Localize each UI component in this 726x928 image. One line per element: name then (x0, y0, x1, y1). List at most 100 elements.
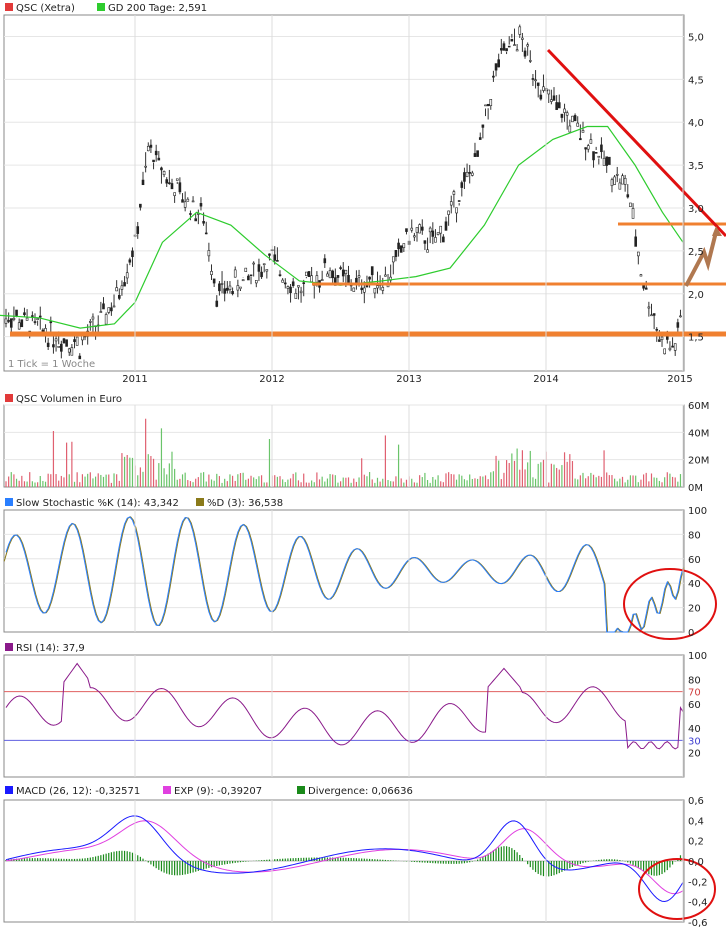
x-label-2011: 2011 (122, 374, 147, 385)
price-candle-body (183, 201, 187, 208)
price-candle-body (226, 287, 229, 291)
price-candle-body (104, 314, 108, 325)
volume-panel: QSC Volumen in Euro (3, 394, 685, 488)
price-candle-body (436, 232, 440, 235)
stoch-y-tick: 40 (688, 579, 701, 590)
price-candle-body (307, 271, 311, 277)
price-candle-body (621, 175, 624, 185)
price-candle-body (57, 346, 61, 348)
price-candle-body (125, 272, 129, 279)
price-candle-body (160, 167, 163, 171)
legend-qsc: QSC (Xetra) (16, 3, 75, 14)
price-y-tick: 2,5 (688, 247, 704, 258)
price-candle-body (339, 267, 342, 269)
price-candle-body (526, 44, 529, 47)
stoch-y-tick: 20 (688, 604, 701, 615)
price-candle-body (189, 213, 192, 215)
price-candle-body (531, 78, 535, 80)
price-candle-body (518, 26, 522, 35)
price-candle-body (65, 339, 68, 347)
stoch-y-tick: 0 (688, 628, 694, 639)
price-candle-body (415, 227, 419, 233)
price-candle-body (497, 59, 500, 68)
price-candle-body (70, 347, 74, 356)
price-candle-body (610, 179, 614, 187)
price-candle-body (297, 285, 300, 288)
price-candle-body (341, 269, 345, 277)
price-candle-body (283, 282, 287, 285)
price-candle-body (49, 321, 53, 324)
price-candle-body (655, 328, 659, 331)
price-candle-body (291, 281, 295, 286)
price-candle-body (162, 171, 166, 176)
price-candle-body (239, 286, 242, 289)
price-candle-body (639, 274, 643, 277)
stoch-y-tick: 60 (688, 555, 701, 566)
price-y-tick: 4,0 (688, 118, 704, 129)
price-candle-body (513, 44, 516, 46)
price-candle-body (484, 104, 487, 107)
price-candle-body (212, 278, 216, 284)
macd-y-tick: -0,6 (688, 918, 708, 928)
price-candle-body (165, 179, 169, 184)
price-y-tick: 1,5 (688, 333, 704, 344)
price-candle-body (194, 218, 198, 222)
price-candle-body (131, 250, 134, 258)
price-candle-body (120, 285, 124, 290)
volume-y-tick: 20M (688, 456, 709, 467)
price-candle-body (128, 259, 132, 263)
price-candle-body (328, 270, 332, 279)
y-axis-labels: 1,5 2,0 2,5 3,0 3,5 4,0 4,5 5,0 0M 20M 40M 60M 0 20 40… (688, 32, 709, 928)
price-candle-body (323, 258, 327, 264)
price-candle-body (75, 336, 79, 346)
price-candle-body (38, 315, 42, 318)
price-candle-body (397, 242, 400, 250)
price-candle-body (644, 287, 648, 290)
price-candle-body (434, 237, 437, 243)
price-candle-body (500, 48, 503, 51)
price-candle-body (423, 240, 427, 244)
price-candle-body (191, 200, 195, 203)
price-candle-body (112, 305, 116, 308)
price-candle-body (305, 271, 308, 276)
price-candle-body (78, 355, 82, 360)
price-candle-body (210, 270, 213, 275)
price-candle-body (528, 60, 532, 62)
legend-swatch-macd (5, 786, 13, 794)
price-candle-body (586, 145, 590, 150)
price-candle-body (144, 165, 147, 168)
price-candle-body (154, 150, 158, 156)
price-candle-body (455, 207, 458, 214)
legend-rsi: RSI (14): 37,9 (16, 643, 85, 654)
price-candle-body (331, 270, 335, 279)
price-candle-body (347, 274, 350, 284)
price-candle-body (146, 146, 150, 152)
price-candle-body (136, 226, 140, 234)
price-candle-body (539, 94, 543, 100)
price-candle-body (668, 347, 672, 351)
price-candle-body (547, 89, 551, 95)
price-y-tick: 3,0 (688, 204, 704, 215)
price-candle-body (89, 321, 92, 323)
price-candle-body (241, 279, 245, 282)
price-candle-body (629, 202, 632, 207)
legend-swatch-exp (163, 786, 171, 794)
macd-line (5, 815, 684, 903)
price-candle-body (665, 335, 669, 340)
price-candle-body (384, 274, 387, 277)
price-candle-body (631, 208, 635, 219)
rsi-y-tick: 80 (688, 675, 701, 686)
price-candle-body (99, 311, 103, 313)
trendline-down (546, 48, 726, 238)
price-candle-body (315, 275, 319, 283)
price-y-tick: 2,0 (688, 290, 704, 301)
price-candle-body (91, 316, 95, 320)
legend-swatch-rsi (5, 643, 13, 651)
xaxis-labels: 2011 2012 2013 2014 2015 (122, 374, 692, 385)
price-candle-body (534, 79, 537, 82)
price-candle-body (671, 345, 674, 348)
price-candle-body (352, 287, 356, 292)
price-candle-body (652, 313, 656, 316)
rsi-y-tick: 20 (688, 749, 701, 760)
price-candle-body (302, 282, 306, 284)
